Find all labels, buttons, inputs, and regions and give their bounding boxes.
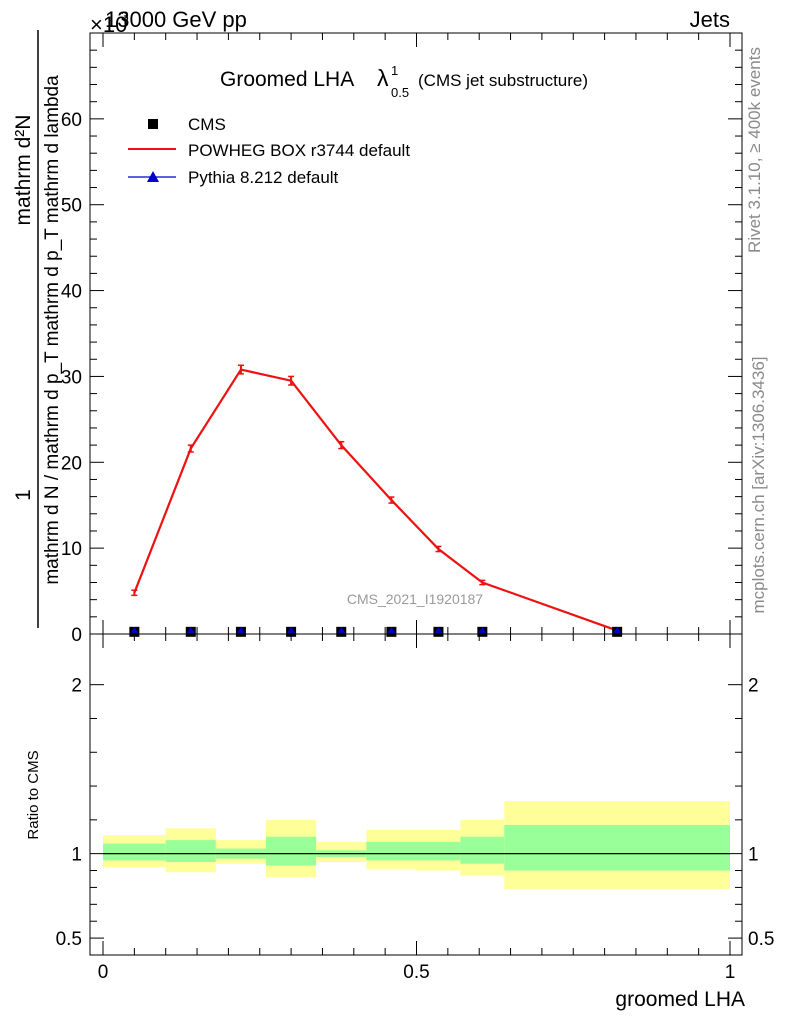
pythia-point-6 <box>434 626 443 633</box>
ratio-y-tick-label-1: 1 <box>71 845 82 866</box>
y-tick-label-0: 0 <box>71 625 82 646</box>
multiplier-exponent: 3 <box>121 8 129 24</box>
ratio-band-green-5 <box>366 841 417 861</box>
ratio-frame <box>89 633 743 956</box>
plot-title: Groomed LHA <box>220 68 354 91</box>
ratio-band-green-6 <box>416 841 461 861</box>
pythia-point-5 <box>387 626 396 633</box>
mcplots-label: mcplots.cern.ch [arXiv:1306.3436] <box>749 356 768 613</box>
ratio-band-green-7 <box>460 836 505 864</box>
legend-marker-pythia <box>147 171 159 182</box>
ratio-band-green-3 <box>266 836 317 866</box>
x-tick-label-2: 1 <box>725 962 736 983</box>
title-suffix: (CMS jet substructure) <box>418 71 588 90</box>
ratio-y-tick-label-right-1: 1 <box>748 845 759 866</box>
y-axis-fraction-numerator: mathrm d²N <box>12 115 35 226</box>
legend-marker-cms <box>148 119 158 129</box>
ratio-y-label: Ratio to CMS <box>25 750 42 839</box>
y-tick-label-2: 20 <box>61 453 82 474</box>
pythia-point-3 <box>287 626 296 633</box>
y-tick-label-4: 40 <box>61 282 82 303</box>
y-axis-numerator: 1 <box>12 489 35 501</box>
analysis-watermark: CMS_2021_I1920187 <box>347 591 483 607</box>
pythia-point-0 <box>130 626 139 633</box>
ratio-band-green-1 <box>165 840 216 863</box>
y-tick-label-1: 10 <box>61 539 82 560</box>
ratio-panel: Ratio to CMS groomed LHA 0 0.5 1 0.5 0.5 1 1 2 2 <box>25 633 774 1011</box>
legend-label-cms: CMS <box>188 115 226 134</box>
pythia-point-7 <box>478 626 487 633</box>
legend: CMS POWHEG BOX r3744 default Pythia 8.21… <box>128 115 410 187</box>
ratio-y-tick-label-0: 0.5 <box>56 929 82 950</box>
ratio-y-tick-label-right-2: 2 <box>748 676 759 697</box>
process-label: Jets <box>690 7 730 32</box>
energy-label: 13000 GeV pp <box>105 7 247 32</box>
y-axis-label: 1 mathrm d²N mathrm d N / mathrm d p_T m… <box>12 30 63 628</box>
ratio-bands <box>103 801 730 890</box>
y-tick-label-5: 50 <box>61 196 82 217</box>
pythia-point-8 <box>613 626 622 633</box>
title-sub: 0.5 <box>391 85 409 100</box>
ratio-band-green-8 <box>504 824 730 871</box>
rivet-label: Rivet 3.1.10, ≥ 400k events <box>745 47 764 253</box>
x-tick-label-0: 0 <box>98 962 109 983</box>
title-symbol: λ <box>377 65 389 91</box>
x-tick-label-1: 0.5 <box>403 962 429 983</box>
pythia-point-1 <box>186 626 195 633</box>
legend-label-powheg: POWHEG BOX r3744 default <box>188 141 410 160</box>
title-sup: 1 <box>391 63 398 78</box>
ratio-y-tick-label-right-0: 0.5 <box>748 929 774 950</box>
pythia-point-2 <box>236 626 245 633</box>
main-panel: Groomed LHA λ 1 0.5 (CMS jet substructur… <box>61 32 743 646</box>
pythia-point-4 <box>337 626 346 633</box>
legend-label-pythia: Pythia 8.212 default <box>188 168 339 187</box>
x-axis-label: groomed LHA <box>615 988 745 1011</box>
y-axis-denominator: mathrm d N / mathrm d p_T mathrm d p_T m… <box>42 75 63 585</box>
ratio-band-green-0 <box>103 843 166 861</box>
y-tick-label-6: 60 <box>61 110 82 131</box>
ratio-y-tick-label-2: 2 <box>71 676 82 697</box>
y-tick-label-3: 30 <box>61 367 82 388</box>
